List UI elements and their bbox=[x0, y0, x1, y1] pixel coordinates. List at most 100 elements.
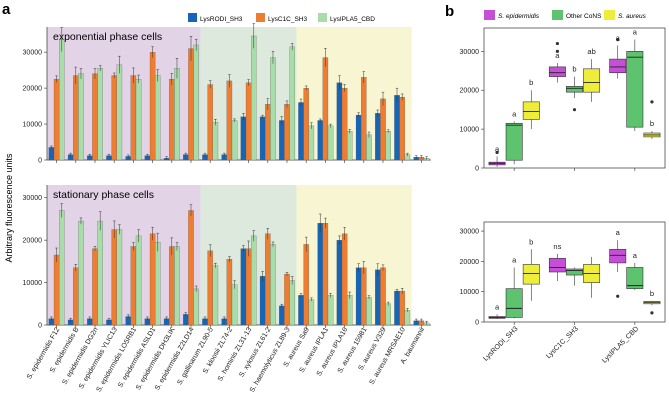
x-tick-label: S. gallinarum ZL90-5 bbox=[176, 326, 215, 386]
bar-lysrodi_sh3 bbox=[375, 113, 381, 161]
significance-letter: a bbox=[512, 109, 517, 118]
x-tick-label: S. aureus MRSAE10 bbox=[369, 326, 407, 386]
box bbox=[609, 248, 627, 264]
panel-title: exponential phase cells bbox=[53, 31, 162, 43]
bar-lysipla5_cbd bbox=[289, 280, 295, 326]
bar-lysc1c_sh3 bbox=[130, 75, 137, 161]
box bbox=[626, 267, 644, 289]
y-tick-label: 30000 bbox=[23, 195, 43, 202]
x-tick-label: LysIPLA5_CBD bbox=[601, 325, 640, 364]
bar-lysc1c_sh3 bbox=[265, 104, 271, 161]
bar-lysipla5_cbd bbox=[97, 68, 103, 161]
bar-lysipla5_cbd bbox=[78, 220, 84, 326]
bar-lysrodi_sh3 bbox=[279, 305, 285, 326]
y-tick-label: 0 bbox=[475, 320, 479, 327]
bar-lysrodi_sh3 bbox=[394, 95, 400, 161]
bar-lysc1c_sh3 bbox=[303, 244, 309, 326]
bar-lysrodi_sh3 bbox=[279, 120, 285, 161]
bar-lysipla5_cbd bbox=[59, 210, 65, 326]
significance-letter: a bbox=[633, 251, 638, 260]
bar-lysrodi_sh3 bbox=[298, 102, 304, 161]
legend-swatch-rodi bbox=[188, 13, 197, 22]
significance-letter: b bbox=[572, 65, 576, 74]
significance-letter: b bbox=[529, 237, 533, 246]
legend-swatch-aur bbox=[604, 10, 615, 20]
outlier-point bbox=[555, 41, 559, 46]
bar-lysrodi_sh3 bbox=[317, 223, 323, 326]
legend-b: S. epidermidis Other CoNS S. aureus bbox=[484, 10, 647, 20]
bar-lysipla5_cbd bbox=[135, 235, 142, 326]
bar-lysrodi_sh3 bbox=[48, 147, 55, 161]
x-tick-label: LysRODI_SH3 bbox=[482, 325, 519, 362]
bar-lysipla5_cbd bbox=[385, 303, 391, 326]
bar-lysc1c_sh3 bbox=[149, 52, 156, 161]
bar-lysipla5_cbd bbox=[327, 125, 334, 161]
outlier-point bbox=[495, 150, 499, 155]
bar-lysrodi_sh3 bbox=[259, 116, 266, 161]
bar-lysrodi_sh3 bbox=[259, 276, 266, 326]
y-tick-label: 10000 bbox=[23, 280, 43, 287]
box bbox=[566, 86, 583, 93]
bar-lysipla5_cbd bbox=[174, 68, 180, 161]
bar-lysipla5_cbd bbox=[385, 131, 391, 161]
bar-lysc1c_sh3 bbox=[111, 229, 117, 326]
outlier-point bbox=[572, 108, 577, 112]
bar-lysipla5_cbd bbox=[366, 134, 372, 161]
bar-lysipla5_cbd bbox=[270, 57, 276, 161]
y-tick-label: 10000 bbox=[460, 289, 480, 296]
x-tick-label: S. epidermidis DG2n bbox=[61, 326, 99, 386]
bar-lysc1c_sh3 bbox=[361, 267, 367, 326]
bar-lysipla5_cbd bbox=[308, 299, 315, 326]
bar-lysipla5_cbd bbox=[231, 284, 238, 326]
bar-lysipla5_cbd bbox=[78, 73, 84, 161]
bar-lysc1c_sh3 bbox=[92, 248, 98, 326]
bar-lysc1c_sh3 bbox=[361, 77, 367, 161]
bar-lysc1c_sh3 bbox=[284, 273, 290, 326]
bar-lysrodi_sh3 bbox=[240, 248, 247, 326]
y-tick-label: 10000 bbox=[460, 127, 480, 134]
bar-lysipla5_cbd bbox=[347, 131, 353, 161]
bar-lysc1c_sh3 bbox=[226, 259, 233, 326]
bar-lysc1c_sh3 bbox=[245, 248, 252, 326]
bar-lysrodi_sh3 bbox=[355, 114, 362, 161]
significance-letter: a bbox=[495, 302, 500, 311]
significance-letter: a bbox=[616, 228, 621, 237]
box bbox=[548, 66, 566, 77]
legend-label-rodi: LysRODI_SH3 bbox=[200, 16, 243, 23]
box bbox=[505, 288, 523, 318]
bar-lysc1c_sh3 bbox=[341, 233, 348, 326]
legend-swatch-epi bbox=[484, 10, 495, 20]
legend-label-cons: Other CoNS bbox=[566, 13, 602, 20]
y-tick-label: 20000 bbox=[460, 259, 480, 266]
bar-lysc1c_sh3 bbox=[226, 80, 233, 161]
legend-swatch-cons bbox=[552, 10, 563, 20]
bar-lysc1c_sh3 bbox=[284, 104, 290, 161]
bar-lysc1c_sh3 bbox=[53, 78, 60, 161]
y-tick-label: 20000 bbox=[23, 238, 43, 245]
x-tick-label: S. epidermidis F12 bbox=[26, 326, 61, 380]
bar-lysrodi_sh3 bbox=[336, 82, 343, 161]
bar-lysc1c_sh3 bbox=[92, 73, 98, 161]
bar-lysc1c_sh3 bbox=[245, 82, 252, 161]
bar-lysrodi_sh3 bbox=[355, 267, 362, 326]
exponential-bar-chart: exponential phase cells 0 10000 20000 30000 bbox=[23, 23, 431, 165]
bar-lysc1c_sh3 bbox=[188, 48, 194, 161]
box bbox=[548, 258, 566, 273]
bar-lysc1c_sh3 bbox=[380, 98, 386, 161]
region-s-aureus bbox=[296, 27, 412, 160]
y-tick-label: 10000 bbox=[23, 122, 43, 129]
bar-lysipla5_cbd bbox=[308, 125, 315, 161]
y-tick-label: 20000 bbox=[460, 88, 480, 95]
outlier-point bbox=[555, 49, 559, 53]
bar-lysc1c_sh3 bbox=[265, 233, 271, 326]
legend-label-aur: S. aureus bbox=[618, 13, 647, 20]
box bbox=[609, 58, 627, 74]
legend-a: LysRODI_SH3 LysC1C_SH3 LysIPLA5_CBD bbox=[188, 13, 375, 23]
y-tick-label: 0 bbox=[38, 323, 42, 330]
legend-swatch-ipla bbox=[318, 13, 327, 22]
significance-letter: a bbox=[555, 51, 560, 60]
y-tick-label: 0 bbox=[475, 166, 479, 173]
bar-lysipla5_cbd bbox=[289, 46, 295, 161]
significance-letter: b bbox=[650, 289, 654, 298]
